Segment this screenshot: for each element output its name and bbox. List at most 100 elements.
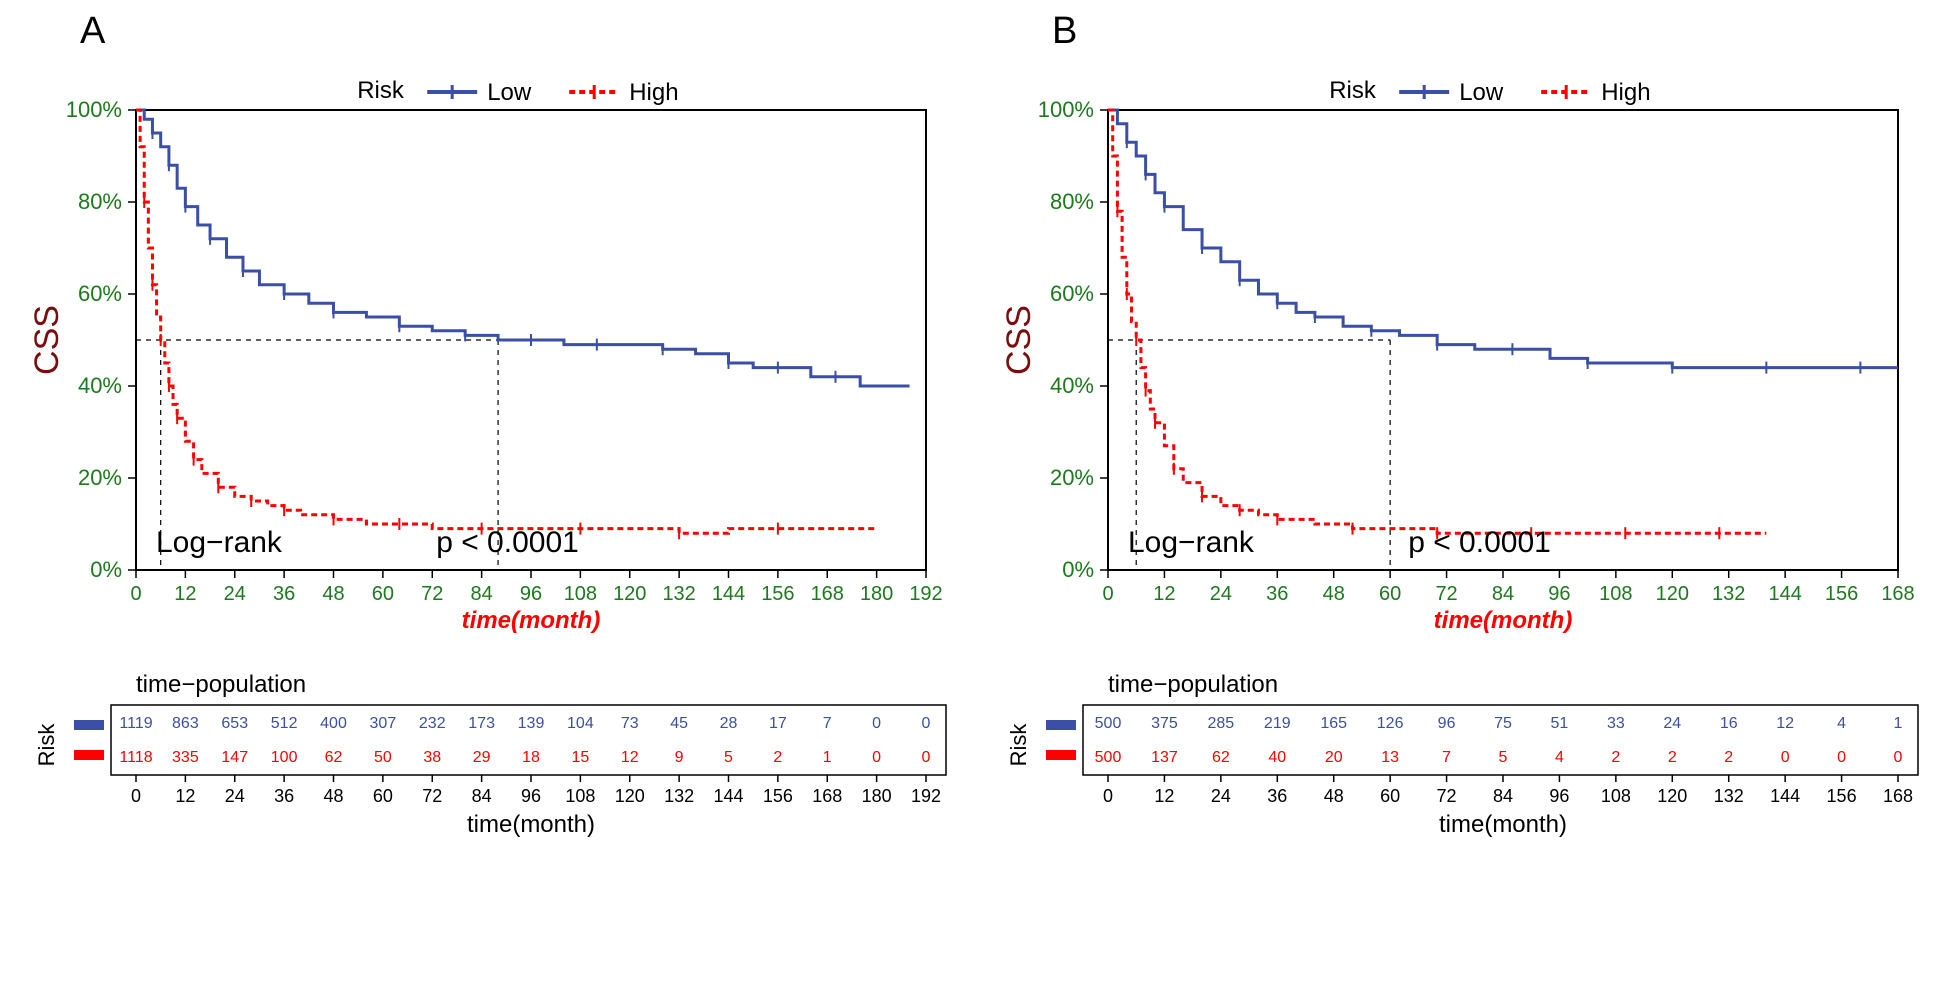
svg-text:84: 84	[472, 786, 492, 806]
figure-container: A 0%20%40%60%80%100%01224364860728496108…	[20, 20, 1924, 850]
svg-text:108: 108	[1599, 583, 1632, 605]
svg-text:180: 180	[860, 583, 893, 605]
svg-text:100%: 100%	[1038, 97, 1094, 122]
svg-text:1118: 1118	[119, 749, 152, 766]
svg-text:2: 2	[1668, 749, 1677, 766]
svg-text:132: 132	[664, 786, 694, 806]
svg-text:29: 29	[473, 749, 491, 766]
svg-text:17: 17	[769, 715, 787, 732]
svg-text:168: 168	[811, 583, 844, 605]
svg-text:0: 0	[1894, 749, 1903, 766]
svg-text:2: 2	[1724, 749, 1733, 766]
svg-text:4: 4	[1555, 749, 1564, 766]
svg-text:36: 36	[273, 583, 295, 605]
svg-text:96: 96	[1548, 583, 1570, 605]
svg-text:Risk: Risk	[357, 77, 405, 104]
svg-text:20: 20	[1325, 749, 1343, 766]
svg-text:time(month): time(month)	[467, 811, 595, 838]
svg-text:24: 24	[1210, 583, 1232, 605]
svg-text:80%: 80%	[78, 189, 122, 214]
svg-text:20%: 20%	[78, 465, 122, 490]
svg-text:Risk: Risk	[34, 723, 59, 767]
svg-text:156: 156	[1825, 583, 1858, 605]
svg-text:84: 84	[1493, 786, 1513, 806]
svg-text:96: 96	[1438, 715, 1456, 732]
svg-text:512: 512	[271, 715, 298, 732]
svg-text:863: 863	[172, 715, 199, 732]
svg-text:15: 15	[571, 749, 589, 766]
svg-text:0: 0	[1781, 749, 1790, 766]
svg-text:96: 96	[520, 583, 542, 605]
svg-text:144: 144	[713, 786, 743, 806]
svg-text:139: 139	[518, 715, 545, 732]
svg-text:219: 219	[1264, 715, 1291, 732]
svg-text:2: 2	[1611, 749, 1620, 766]
svg-text:51: 51	[1551, 715, 1569, 732]
svg-text:60: 60	[372, 583, 394, 605]
svg-text:0%: 0%	[1062, 557, 1094, 582]
svg-text:84: 84	[1492, 583, 1514, 605]
svg-text:28: 28	[720, 715, 738, 732]
svg-text:375: 375	[1151, 715, 1178, 732]
svg-text:60: 60	[373, 786, 393, 806]
svg-text:40%: 40%	[78, 373, 122, 398]
svg-text:500: 500	[1095, 749, 1122, 766]
svg-text:p < 0.0001: p < 0.0001	[1408, 526, 1551, 559]
svg-text:126: 126	[1377, 715, 1404, 732]
svg-text:24: 24	[1663, 715, 1681, 732]
svg-text:48: 48	[323, 786, 343, 806]
svg-text:62: 62	[1212, 749, 1230, 766]
svg-text:2: 2	[773, 749, 782, 766]
svg-text:1: 1	[823, 749, 832, 766]
svg-text:33: 33	[1607, 715, 1625, 732]
svg-text:180: 180	[862, 786, 892, 806]
svg-text:0: 0	[872, 749, 881, 766]
svg-text:time(month): time(month)	[462, 607, 601, 634]
svg-text:96: 96	[521, 786, 541, 806]
svg-text:16: 16	[1720, 715, 1738, 732]
svg-text:120: 120	[613, 583, 646, 605]
svg-text:156: 156	[1827, 786, 1857, 806]
svg-text:144: 144	[712, 583, 745, 605]
svg-text:500: 500	[1095, 715, 1122, 732]
svg-text:285: 285	[1208, 715, 1235, 732]
svg-text:18: 18	[522, 749, 540, 766]
svg-text:120: 120	[615, 786, 645, 806]
svg-text:45: 45	[670, 715, 688, 732]
svg-text:60: 60	[1379, 583, 1401, 605]
svg-text:100: 100	[271, 749, 298, 766]
svg-text:CSS: CSS	[1000, 305, 1038, 375]
svg-text:Risk: Risk	[1006, 723, 1031, 767]
svg-text:173: 173	[468, 715, 495, 732]
svg-text:24: 24	[224, 583, 246, 605]
km-plot-b: 0%20%40%60%80%100%0122436486072849610812…	[992, 60, 1924, 660]
svg-text:50: 50	[374, 749, 392, 766]
svg-text:156: 156	[763, 786, 793, 806]
svg-text:40%: 40%	[1050, 373, 1094, 398]
svg-text:40: 40	[1268, 749, 1286, 766]
svg-text:156: 156	[761, 583, 794, 605]
svg-text:Low: Low	[487, 79, 532, 106]
panel-b: B 0%20%40%60%80%100%01224364860728496108…	[992, 20, 1924, 850]
svg-text:Log−rank: Log−rank	[156, 526, 283, 559]
svg-text:108: 108	[564, 583, 597, 605]
svg-text:653: 653	[221, 715, 248, 732]
svg-text:96: 96	[1549, 786, 1569, 806]
km-plot-a: 0%20%40%60%80%100%0122436486072849610812…	[20, 60, 952, 660]
svg-text:time(month): time(month)	[1434, 607, 1573, 634]
svg-text:0: 0	[1837, 749, 1846, 766]
svg-text:60: 60	[1380, 786, 1400, 806]
svg-text:20%: 20%	[1050, 465, 1094, 490]
svg-text:144: 144	[1768, 583, 1801, 605]
svg-text:5: 5	[724, 749, 733, 766]
svg-text:High: High	[1601, 79, 1650, 106]
svg-text:Log−rank: Log−rank	[1128, 526, 1255, 559]
svg-text:72: 72	[422, 786, 442, 806]
svg-text:Low: Low	[1459, 79, 1504, 106]
svg-text:38: 38	[423, 749, 441, 766]
svg-text:62: 62	[325, 749, 343, 766]
svg-text:9: 9	[675, 749, 684, 766]
svg-text:CSS: CSS	[28, 305, 66, 375]
panel-a: A 0%20%40%60%80%100%01224364860728496108…	[20, 20, 952, 850]
svg-text:60%: 60%	[78, 281, 122, 306]
